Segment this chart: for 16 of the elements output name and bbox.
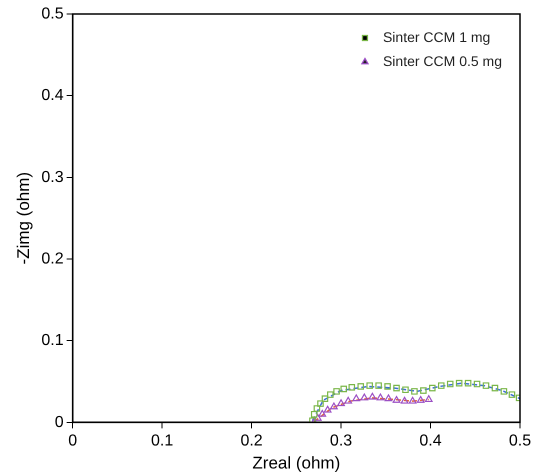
y-tick-label: 0.3 (41, 168, 64, 186)
x-tick-label: 0.2 (240, 432, 263, 450)
x-tick-label: 0.1 (150, 432, 174, 450)
y-tick-label: 0 (54, 414, 64, 431)
legend-label: Sinter CCM 0.5 mg (382, 52, 502, 69)
x-tick-label: 0.3 (330, 432, 352, 450)
x-axis-title: Zreal (ohm) (252, 453, 340, 472)
x-tick-label: 0.5 (508, 432, 532, 450)
y-tick-label: 0.1 (41, 332, 64, 350)
y-tick-label: 0.5 (41, 5, 64, 22)
x-tick-label: 0 (68, 432, 78, 450)
legend-label: Sinter CCM 1 mg (382, 28, 490, 45)
x-tick-label: 0.4 (419, 432, 442, 450)
y-tick-label: 0.2 (41, 250, 64, 268)
y-tick-label: 0.4 (41, 87, 64, 104)
y-axis-title: -Zimg (ohm) (14, 172, 33, 264)
